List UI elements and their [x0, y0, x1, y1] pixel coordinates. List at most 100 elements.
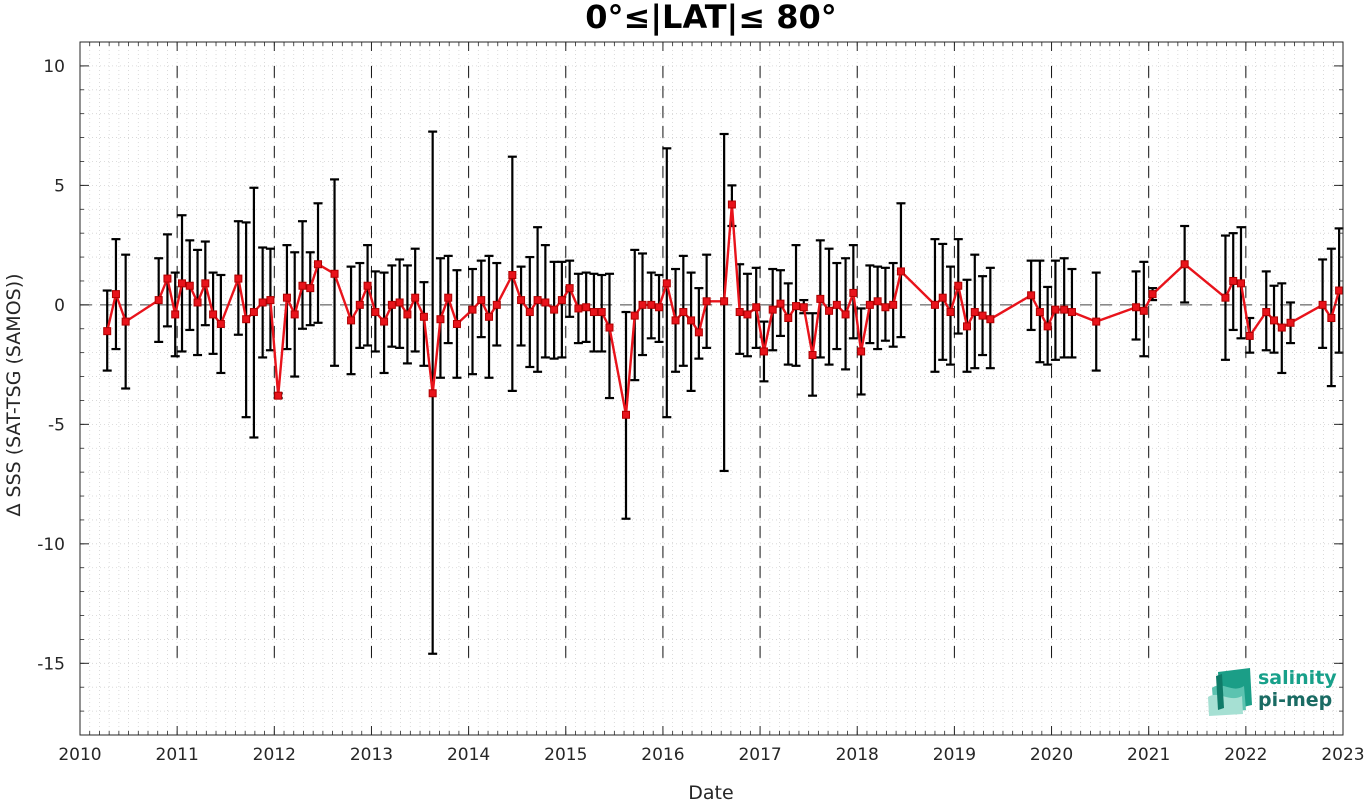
x-tick-label: 2011 — [156, 745, 199, 765]
data-point-marker — [193, 298, 202, 307]
data-point-marker — [1139, 306, 1148, 315]
plot-background — [80, 42, 1343, 735]
data-point-marker — [832, 300, 841, 309]
data-point-marker — [298, 281, 307, 290]
data-point-marker — [792, 302, 801, 311]
data-point-marker — [282, 293, 291, 302]
data-point-marker — [986, 315, 995, 324]
data-point-marker — [727, 200, 736, 209]
data-point-marker — [242, 315, 251, 324]
x-tick-labels: 2010 2011 2012 2013 2014 2015 2016 2017 2018 2019… — [58, 745, 1364, 765]
data-point-marker — [582, 303, 591, 312]
error-bar — [557, 260, 567, 359]
data-point-marker — [508, 270, 517, 279]
error-bar — [604, 272, 614, 400]
data-point-marker — [841, 310, 850, 319]
data-point-marker — [1180, 260, 1189, 269]
error-bar — [468, 267, 478, 376]
data-point-marker — [1229, 276, 1238, 285]
data-point-marker — [347, 316, 356, 325]
data-point-marker — [873, 297, 882, 306]
data-point-marker — [574, 304, 583, 313]
data-point-marker — [525, 308, 534, 317]
x-tick-label: 2020 — [1030, 745, 1073, 765]
y-tick-label: -15 — [37, 654, 65, 674]
data-point-marker — [662, 279, 671, 288]
data-point-marker — [290, 310, 299, 319]
x-tick-label: 2017 — [738, 745, 781, 765]
data-point-marker — [743, 310, 752, 319]
error-bar — [824, 247, 834, 366]
data-point-marker — [1270, 316, 1279, 325]
data-point-marker — [655, 303, 664, 312]
data-point-marker — [387, 300, 396, 309]
data-point-marker — [865, 300, 874, 309]
x-tick-label: 2019 — [933, 745, 976, 765]
y-tick-label: 5 — [54, 176, 65, 196]
x-axis-label: Date — [688, 782, 733, 801]
data-point-marker — [121, 317, 130, 326]
data-point-marker — [1327, 314, 1336, 323]
data-point-marker — [896, 267, 905, 276]
data-point-marker — [171, 310, 180, 319]
data-point-marker — [1027, 291, 1036, 300]
data-point-marker — [759, 347, 768, 356]
data-point-marker — [444, 293, 453, 302]
data-point-marker — [111, 290, 120, 299]
data-point-marker — [395, 298, 404, 307]
data-point-marker — [720, 297, 729, 306]
data-point-marker — [209, 310, 218, 319]
data-point-marker — [468, 305, 477, 314]
data-point-marker — [154, 296, 163, 305]
data-point-marker — [380, 317, 389, 326]
y-tick-label: 10 — [43, 57, 65, 77]
data-point-marker — [1262, 308, 1271, 317]
x-tick-label: 2022 — [1224, 745, 1267, 765]
data-point-marker — [597, 308, 606, 317]
data-point-marker — [857, 347, 866, 356]
data-point-marker — [638, 300, 647, 309]
logo-line2: pi-mep — [1258, 689, 1332, 711]
data-point-marker — [201, 279, 210, 288]
series-line-group — [103, 200, 1344, 419]
data-point-marker — [485, 312, 494, 321]
x-tick-label: 2013 — [350, 745, 393, 765]
data-point-marker — [216, 319, 225, 328]
salinity-pi-mep-logo: salinity pi-mep — [1208, 667, 1337, 716]
data-point-marker — [1148, 290, 1157, 299]
data-point-marker — [1277, 323, 1286, 332]
data-point-marker — [1051, 305, 1060, 314]
data-point-marker — [550, 305, 559, 314]
data-point-marker — [679, 308, 688, 317]
logo-line1: salinity — [1258, 667, 1337, 689]
data-point-marker — [103, 327, 112, 336]
data-point-marker — [1318, 300, 1327, 309]
data-point-marker — [363, 281, 372, 290]
data-point-marker — [622, 410, 631, 419]
x-tick-label: 2016 — [641, 745, 684, 765]
data-point-marker — [234, 274, 243, 283]
x-tick-label: 2023 — [1321, 745, 1364, 765]
data-point-marker — [647, 300, 656, 309]
data-point-marker — [630, 311, 639, 320]
data-point-marker — [1245, 331, 1254, 340]
data-point-marker — [954, 281, 963, 290]
data-point-marker — [185, 281, 194, 290]
data-point-marker — [403, 310, 412, 319]
data-point-marker — [452, 319, 461, 328]
error-bar — [938, 242, 948, 361]
error-bar — [297, 220, 307, 330]
data-point-marker — [735, 308, 744, 317]
y-tick-labels: -15 -10 -5 0 5 10 — [37, 57, 65, 674]
data-point-marker — [355, 300, 364, 309]
data-point-marker — [330, 269, 339, 278]
data-point-marker — [565, 284, 574, 293]
data-point-marker — [492, 300, 501, 309]
error-bar — [516, 265, 526, 347]
x-tick-label: 2014 — [447, 745, 490, 765]
y-tick-label: -5 — [48, 415, 65, 435]
data-point-marker — [1335, 286, 1344, 295]
chart-title: 0°≤|LAT|≤ 80° — [585, 0, 836, 37]
data-point-marker — [978, 311, 987, 320]
